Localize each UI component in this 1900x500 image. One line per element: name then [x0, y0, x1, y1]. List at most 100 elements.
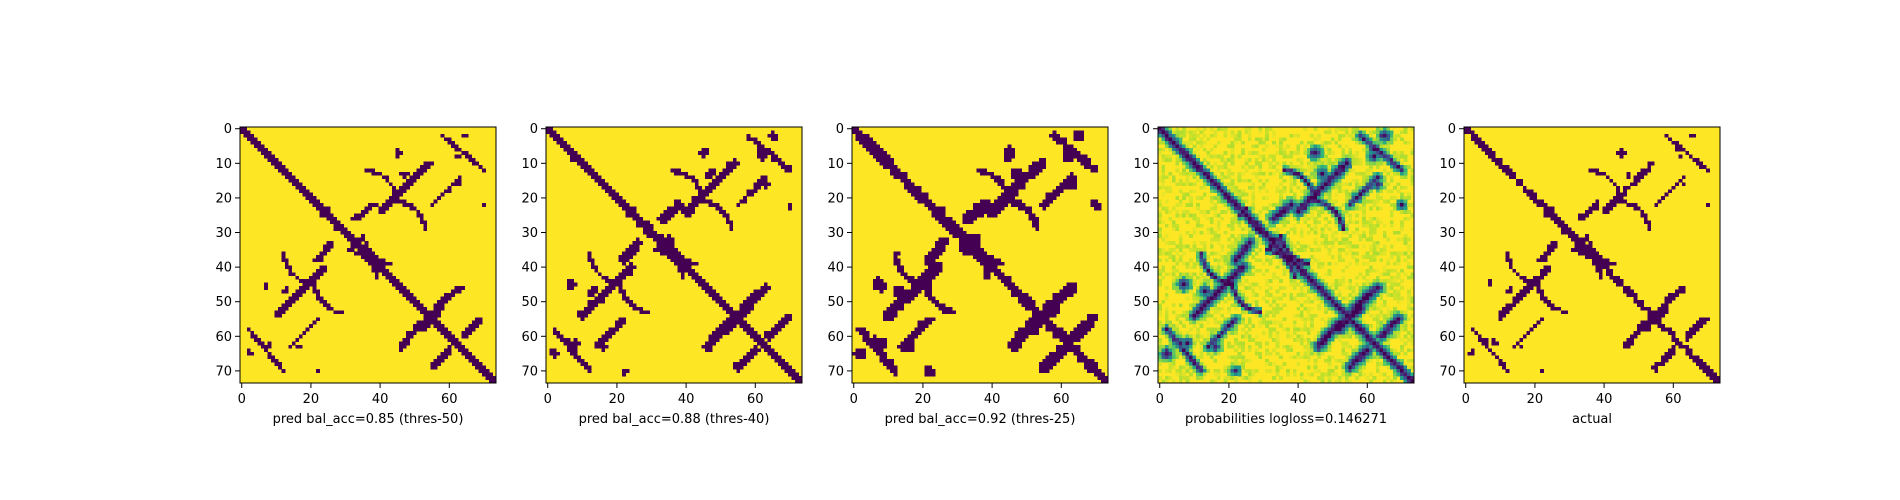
heatmap-cell [1307, 179, 1311, 183]
heatmap-cell [1355, 137, 1359, 141]
heatmap-cell [671, 213, 675, 217]
heatmap-cell [1307, 189, 1311, 193]
heatmap-cell [1241, 210, 1245, 214]
heatmap-cell [326, 307, 330, 311]
heatmap-cell [1073, 348, 1077, 352]
heatmap-cell [1213, 321, 1217, 325]
heatmap-cell [1324, 310, 1328, 314]
heatmap-cell [750, 300, 754, 304]
heatmap-cell [1334, 162, 1338, 166]
heatmap-cell [1348, 279, 1352, 283]
heatmap-cell [299, 286, 303, 290]
heatmap-cell [956, 224, 960, 228]
heatmap-cell [1175, 252, 1179, 256]
y-tick-label: 0 [530, 122, 538, 137]
heatmap-cell [1369, 182, 1373, 186]
heatmap-cell [1248, 227, 1252, 231]
heatmap-cell [1238, 238, 1242, 242]
heatmap-cell [299, 186, 303, 190]
heatmap-cell [1279, 307, 1283, 311]
heatmap-cell [1220, 283, 1224, 287]
heatmap-cell [378, 210, 382, 214]
heatmap-cell [1098, 373, 1102, 377]
heatmap-cell [1328, 241, 1332, 245]
heatmap-cell [1189, 148, 1193, 152]
heatmap-cell [1203, 127, 1207, 131]
heatmap-cell [622, 290, 626, 294]
heatmap-cell [1352, 155, 1356, 159]
heatmap-cell [1018, 345, 1022, 349]
heatmap-cell [1317, 262, 1321, 266]
heatmap-cell [1289, 279, 1293, 283]
heatmap-cell [1227, 252, 1231, 256]
heatmap-cell [1217, 279, 1221, 283]
heatmap-cell [1172, 144, 1176, 148]
heatmap-cell [1084, 366, 1088, 370]
heatmap-cell [605, 189, 609, 193]
heatmap-cell [1158, 179, 1162, 183]
heatmap-cell [1400, 324, 1404, 328]
heatmap-cell [1231, 172, 1235, 176]
heatmap-cell [1182, 148, 1186, 152]
heatmap-cell [1289, 165, 1293, 169]
heatmap-cell [1227, 286, 1231, 290]
heatmap-cell [577, 310, 581, 314]
heatmap-cell [1317, 297, 1321, 301]
heatmap-cell [1265, 207, 1269, 211]
heatmap-cell [1251, 283, 1255, 287]
heatmap-cell [1310, 162, 1314, 166]
heatmap-cell [1352, 324, 1356, 328]
heatmap-cell [764, 290, 768, 294]
heatmap-cell [574, 158, 578, 162]
heatmap-cell [1244, 262, 1248, 266]
heatmap-cell [1293, 262, 1297, 266]
heatmap-cell [1070, 331, 1074, 335]
heatmap-cell [250, 331, 254, 335]
heatmap-cell [361, 213, 365, 217]
heatmap-cell [918, 283, 922, 287]
heatmap-cell [1241, 179, 1245, 183]
heatmap-cell [1206, 269, 1210, 273]
heatmap-cell [1200, 231, 1204, 235]
heatmap-cell [1238, 258, 1242, 262]
heatmap-cell [351, 248, 355, 252]
heatmap-cell [736, 203, 740, 207]
heatmap-cell [1338, 213, 1342, 217]
heatmap-cell [949, 227, 953, 231]
heatmap-cell [1355, 300, 1359, 304]
heatmap-cell [1352, 300, 1356, 304]
heatmap-cell [413, 300, 417, 304]
heatmap-cell [1286, 328, 1290, 332]
heatmap-cell [684, 172, 688, 176]
heatmap-cell [1314, 169, 1318, 173]
heatmap-cell [271, 355, 275, 359]
heatmap-cell [1217, 224, 1221, 228]
heatmap-cell [722, 172, 726, 176]
heatmap-cell [389, 200, 393, 204]
heatmap-cell [1276, 144, 1280, 148]
heatmap-cell [1206, 303, 1210, 307]
heatmap-cell [1390, 328, 1394, 332]
heatmap-cell [859, 130, 863, 134]
heatmap-cell [1376, 245, 1380, 249]
heatmap-cell [949, 231, 953, 235]
heatmap-cell [1004, 193, 1008, 197]
heatmap-cell [1238, 248, 1242, 252]
heatmap-cell [747, 331, 751, 335]
heatmap-cell [1376, 148, 1380, 152]
heatmap-cell [1046, 359, 1050, 363]
heatmap-cell [1328, 286, 1332, 290]
heatmap-cell [1283, 155, 1287, 159]
heatmap-cell [1241, 151, 1245, 155]
heatmap-cell [873, 348, 877, 352]
heatmap-cell [1321, 200, 1325, 204]
heatmap-cell [1317, 172, 1321, 176]
heatmap-cell [1213, 310, 1217, 314]
heatmap-cell [935, 245, 939, 249]
heatmap-cell [1331, 290, 1335, 294]
heatmap-cell [420, 220, 424, 224]
heatmap-cell [337, 227, 341, 231]
heatmap-cell [1286, 210, 1290, 214]
heatmap-cell [1070, 172, 1074, 176]
heatmap-cell [479, 366, 483, 370]
